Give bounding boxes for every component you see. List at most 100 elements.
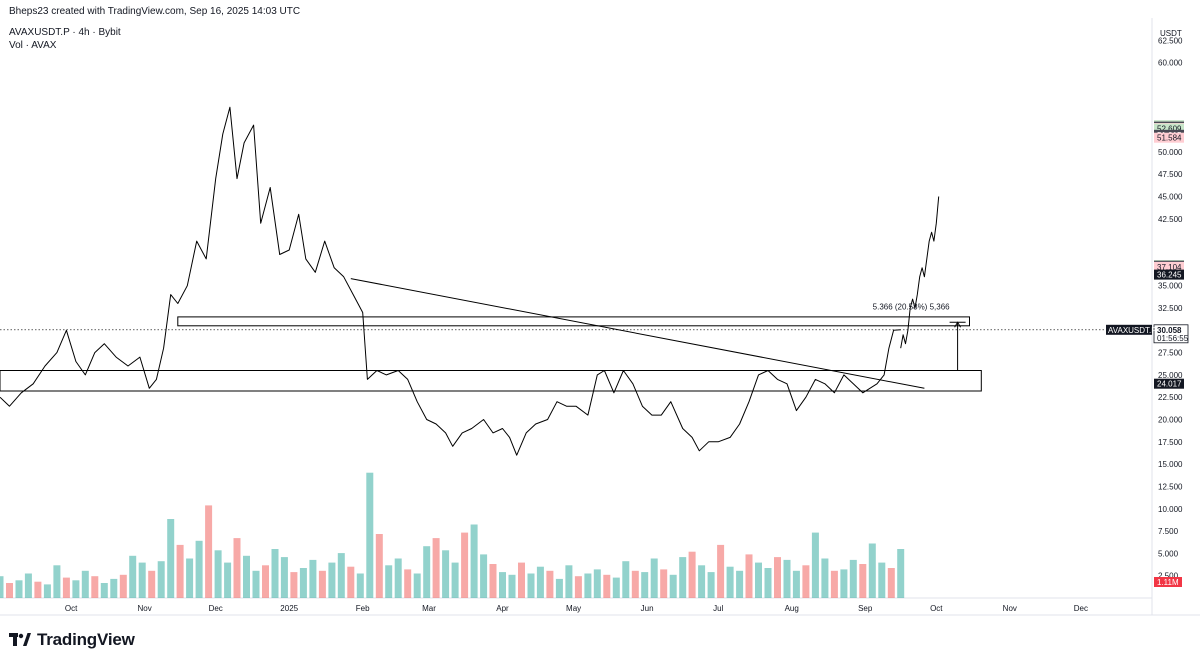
volume-bar: [328, 562, 336, 598]
currency-label[interactable]: USDT: [1160, 29, 1182, 38]
price-tick-label: 60.000: [1158, 59, 1183, 68]
volume-bar: [167, 519, 175, 598]
volume-bar: [726, 566, 734, 598]
countdown-label: 01:56:55: [1157, 334, 1189, 343]
projection-line: [900, 196, 940, 349]
time-tick-label: Dec: [209, 604, 223, 613]
volume-bar: [669, 574, 677, 598]
volume-bar: [72, 580, 80, 598]
volume-bar: [821, 558, 829, 598]
lower-zone: [0, 370, 982, 392]
time-tick-label: Feb: [356, 604, 370, 613]
volume-bar: [631, 570, 639, 598]
volume-bar: [366, 472, 374, 598]
volume-bar: [783, 559, 791, 598]
volume-bar: [736, 570, 744, 598]
price-tick-label: 50.000: [1158, 148, 1183, 157]
volume-bar: [347, 566, 355, 598]
volume-bar: [849, 559, 857, 598]
volume-bar: [840, 569, 848, 598]
volume-bar: [385, 565, 393, 598]
symbol-legend[interactable]: AVAXUSDT.P · 4h · Bybit: [9, 27, 121, 38]
symbol-tag-label: AVAXUSDT.P: [1108, 326, 1157, 335]
volume-bar: [451, 562, 459, 598]
price-tick-label: 10.000: [1158, 505, 1183, 514]
volume-bar: [81, 570, 89, 598]
current-price-tag-bg: [1153, 324, 1189, 344]
time-tick-label: Jul: [713, 604, 723, 613]
volume-bar: [62, 577, 70, 598]
volume-bar: [205, 505, 213, 598]
volume-bar: [299, 568, 307, 598]
price-series-group: [0, 106, 1152, 456]
volume-bar: [707, 572, 715, 598]
volume-bar: [91, 576, 99, 598]
volume-bar: [470, 524, 478, 598]
time-tick-label: May: [566, 604, 581, 613]
volume-bar: [119, 574, 127, 598]
volume-bar: [157, 561, 165, 598]
trendline: [350, 278, 925, 389]
price-tick-label: 47.500: [1158, 170, 1183, 179]
volume-bar: [755, 562, 762, 598]
volume-bar: [43, 584, 51, 598]
time-tick-label: Dec: [1074, 604, 1088, 613]
volume-bar: [622, 561, 630, 598]
volume-bar: [432, 538, 440, 598]
time-tick-label: Sep: [858, 604, 873, 613]
volume-bar: [536, 566, 544, 598]
price-tick-label: 20.000: [1158, 416, 1183, 425]
volume-bar: [24, 573, 32, 598]
price-tick-label: 25.000: [1158, 371, 1183, 380]
volume-bar: [650, 558, 658, 598]
price-tick-label: 22.500: [1158, 393, 1183, 402]
volume-bar: [499, 572, 506, 598]
time-tick-label: Aug: [785, 604, 799, 613]
time-tick-label: Apr: [496, 604, 509, 613]
volume-bar: [318, 570, 326, 598]
volume-bar: [508, 574, 516, 598]
volume-legend[interactable]: Vol · AVAX: [9, 40, 57, 51]
upper-zone: [177, 316, 971, 327]
trendline-group: [350, 278, 925, 389]
volume-bar: [280, 557, 288, 598]
volume-bar: [6, 583, 13, 598]
volume-tag-bg: [1154, 577, 1182, 587]
price-tick-label: 17.500: [1158, 438, 1183, 447]
volume-bar: [764, 568, 772, 598]
volume-bar: [0, 576, 4, 598]
volume-bar: [745, 554, 753, 598]
volume-bar: [584, 573, 592, 598]
price-line: [0, 106, 901, 456]
time-axis-labels: Oct Nov Dec 2025 Feb Mar Apr May Jun Jul Aug Sep Oct…: [65, 604, 1088, 613]
volume-bar: [337, 553, 345, 598]
symbol-tag-bg: [1106, 324, 1152, 335]
volume-bar: [830, 570, 838, 598]
volume-bar: [679, 557, 687, 598]
volume-bar: [878, 562, 886, 598]
time-tick-label: Jun: [641, 604, 654, 613]
volume-bar: [897, 549, 905, 598]
volume-bar: [195, 540, 203, 598]
volume-bar: [698, 565, 706, 598]
time-tick-label: Oct: [930, 604, 943, 613]
volume-bar: [262, 565, 269, 598]
volume-bar: [224, 562, 232, 598]
price-tick-label: 7.500: [1158, 527, 1179, 536]
price-tick-label: 32.500: [1158, 304, 1183, 313]
time-tick-label: Oct: [65, 604, 78, 613]
volume-tag-label: 1.11M: [1157, 578, 1179, 587]
volume-bar: [811, 532, 819, 598]
brand-name: TradingView: [37, 630, 135, 649]
volume-bar: [100, 583, 108, 598]
measure-tool: 5.366 (20.58%) 5,366: [873, 302, 966, 371]
tradingview-logo[interactable]: TradingView: [9, 630, 135, 650]
volume-bar: [574, 576, 582, 598]
price-axis-labels: 62.500 60.000 50.000 47.500 45.000 42.500 35.0…: [1158, 36, 1183, 580]
volume-bar: [688, 551, 696, 598]
volume-bar: [176, 544, 184, 598]
volume-bar: [887, 568, 895, 598]
price-tag-bg: [1154, 378, 1184, 389]
price-tag-label: 37.104: [1157, 263, 1182, 272]
